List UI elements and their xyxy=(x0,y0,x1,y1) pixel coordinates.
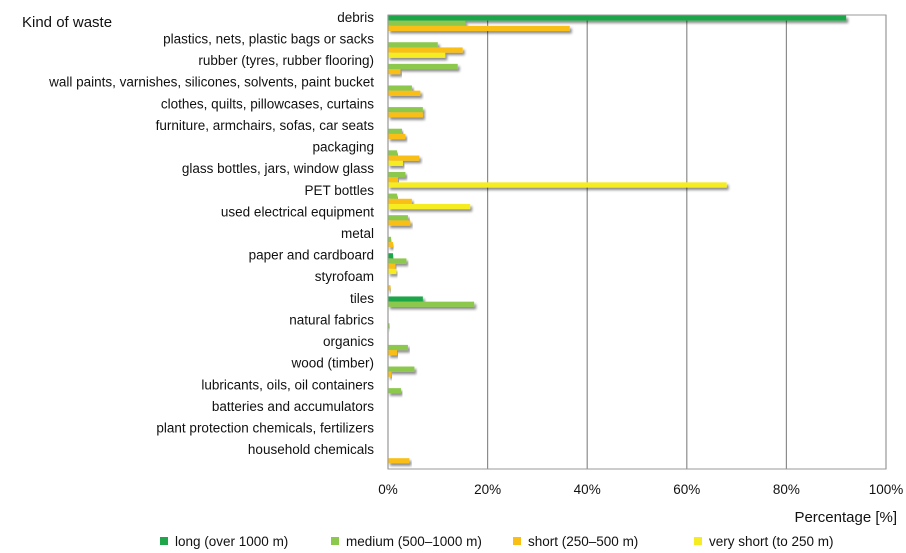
gridlines xyxy=(387,15,887,469)
bar xyxy=(388,193,397,199)
x-axis-title: Percentage [%] xyxy=(794,509,897,526)
bar xyxy=(388,47,463,53)
bar xyxy=(388,155,420,161)
bar xyxy=(388,220,411,226)
legend-swatch xyxy=(694,537,702,545)
category-label: lubricants, oils, oil containers xyxy=(201,377,374,392)
bar xyxy=(388,42,438,48)
bar xyxy=(388,350,397,356)
bar xyxy=(388,388,401,394)
bars xyxy=(388,15,847,464)
bar xyxy=(388,63,458,70)
category-label: tiles xyxy=(350,291,374,306)
category-label: batteries and accumulators xyxy=(212,399,374,414)
x-tick-label: 40% xyxy=(574,482,601,497)
bar xyxy=(388,242,393,248)
category-label: rubber (tyres, rubber flooring) xyxy=(198,53,374,68)
bar xyxy=(388,128,402,134)
category-label: natural fabrics xyxy=(289,312,374,327)
bar xyxy=(388,215,408,221)
category-label: styrofoam xyxy=(315,269,374,284)
category-label: used electrical equipment xyxy=(221,204,374,219)
bar xyxy=(388,133,406,140)
bar xyxy=(388,366,415,372)
bar xyxy=(388,253,393,259)
bar xyxy=(388,20,466,26)
category-label: PET bottles xyxy=(304,183,374,198)
bar xyxy=(388,371,392,377)
x-tick-label: 60% xyxy=(673,482,700,497)
x-tick-label: 20% xyxy=(474,482,501,497)
bar xyxy=(388,15,847,21)
bar xyxy=(388,301,475,307)
x-tick-label: 100% xyxy=(869,482,904,497)
x-tick-label: 80% xyxy=(773,482,800,497)
category-label: clothes, quilts, pillowcases, curtains xyxy=(161,96,374,111)
bar xyxy=(388,323,390,329)
category-label: glass bottles, jars, window glass xyxy=(182,161,374,176)
bar xyxy=(388,198,412,204)
category-label: packaging xyxy=(312,140,374,155)
legend: long (over 1000 m) medium (500–1000 m) sho… xyxy=(160,534,834,549)
bar xyxy=(388,85,412,91)
bar xyxy=(388,285,391,291)
category-label: household chemicals xyxy=(248,442,374,457)
bar xyxy=(388,236,391,242)
bar xyxy=(388,258,407,264)
category-label: wood (timber) xyxy=(290,356,374,371)
bar xyxy=(388,107,423,113)
bar xyxy=(388,171,406,178)
legend-swatch xyxy=(160,537,168,545)
bar xyxy=(388,458,410,464)
category-labels: debris plastics, nets, plastic bags or sa… xyxy=(48,10,374,457)
bar xyxy=(388,52,446,58)
bar xyxy=(388,344,408,351)
legend-label: short (250–500 m) xyxy=(528,534,638,549)
bar xyxy=(388,69,401,75)
bar xyxy=(388,182,727,188)
category-label: organics xyxy=(323,334,374,349)
category-label: debris xyxy=(337,10,374,25)
category-label: paper and cardboard xyxy=(249,248,374,263)
legend-swatch xyxy=(513,537,521,545)
y-axis-title: Kind of waste xyxy=(22,14,112,31)
category-label: plastics, nets, plastic bags or sacks xyxy=(163,31,374,46)
category-label: wall paints, varnishes, silicones, solve… xyxy=(48,75,374,90)
bar xyxy=(388,25,570,32)
bar xyxy=(388,160,403,166)
category-label: plant protection chemicals, fertilizers xyxy=(156,421,374,436)
bar xyxy=(388,203,471,210)
plot-area-frame xyxy=(387,14,887,470)
bar xyxy=(388,263,396,269)
bar xyxy=(388,112,423,118)
bar xyxy=(388,296,423,302)
legend-label: long (over 1000 m) xyxy=(175,534,288,549)
bar xyxy=(388,150,397,156)
x-tick-labels: 0% 20% 40% 60% 80% 100% xyxy=(378,482,903,497)
legend-label: medium (500–1000 m) xyxy=(346,534,482,549)
category-label: furniture, armchairs, sofas, car seats xyxy=(156,118,375,133)
category-label: metal xyxy=(341,226,374,241)
x-tick-label: 0% xyxy=(378,482,398,497)
bar xyxy=(388,177,398,183)
bar xyxy=(388,90,421,96)
legend-swatch xyxy=(331,537,339,545)
bar xyxy=(388,268,397,275)
legend-label: very short (to 250 m) xyxy=(709,534,834,549)
